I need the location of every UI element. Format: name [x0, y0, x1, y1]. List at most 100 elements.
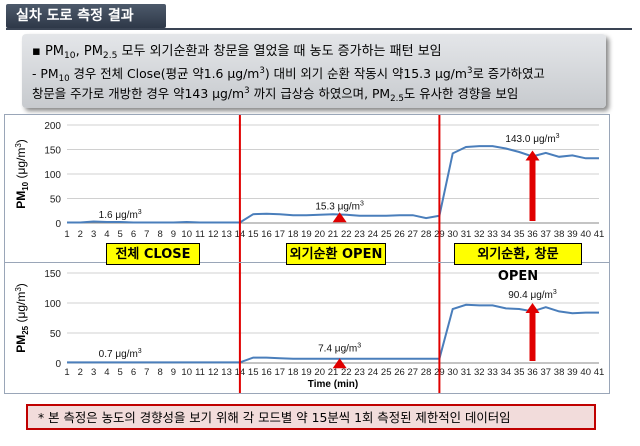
x-tick-label: 38 [554, 367, 565, 378]
x-tick-label: 37 [541, 229, 552, 240]
s3b: 까지 급상승 하였으며, PM [249, 86, 391, 101]
x-tick-label: 28 [421, 367, 432, 378]
x-tick-label: 35 [514, 229, 525, 240]
data-annotation: 15.3 μg/m3 [315, 200, 364, 212]
x-tick-label: 4 [104, 367, 109, 378]
summary-line-2: - PM10 경우 전체 Close(평균 약1.6 μg/m3) 대비 외기 … [32, 64, 545, 84]
x-tick-label: 17 [275, 367, 286, 378]
y-tick-label: 100 [44, 170, 61, 181]
series-line [67, 145, 599, 224]
x-tick-label: 7 [144, 367, 149, 378]
x-tick-label: 24 [368, 229, 379, 240]
x-tick-label: 5 [118, 229, 123, 240]
arrow-shaft [529, 312, 536, 361]
x-tick-label: 20 [314, 367, 325, 378]
x-tick-label: 5 [118, 367, 123, 378]
x-axis-label: Time (min) [308, 379, 358, 390]
x-tick-label: 41 [594, 229, 605, 240]
x-tick-label: 21 [328, 367, 339, 378]
s1b-sub: 2.5 [102, 51, 118, 61]
s3a-sup: 3 [244, 86, 250, 96]
x-tick-label: 25 [381, 367, 392, 378]
x-tick-label: 15 [248, 367, 259, 378]
x-tick-label: 10 [181, 229, 192, 240]
x-tick-label: 13 [221, 229, 232, 240]
x-tick-label: 11 [195, 367, 205, 378]
arrow-head [525, 303, 540, 313]
data-annotation: 1.6 μg/m3 [99, 209, 142, 221]
x-tick-label: 19 [301, 229, 312, 240]
s2a: - PM [32, 66, 59, 81]
s3b-sub: 2.5 [390, 94, 404, 104]
x-tick-label: 23 [354, 229, 365, 240]
pm10-plot: 0501001502001234567891011121314151617181… [14, 115, 605, 267]
x-tick-label: 7 [144, 229, 149, 240]
x-tick-label: 8 [157, 367, 162, 378]
x-tick-label: 10 [181, 367, 192, 378]
x-tick-label: 28 [421, 229, 432, 240]
x-tick-label: 21 [328, 229, 339, 240]
data-annotation: 0.7 μg/m3 [99, 348, 142, 360]
x-tick-label: 19 [301, 367, 312, 378]
x-tick-label: 25 [381, 229, 392, 240]
x-tick-label: 18 [288, 229, 299, 240]
x-tick-label: 36 [527, 367, 538, 378]
title-underline [6, 28, 632, 30]
footnote: * 본 측정은 농도의 경향성을 보기 위해 각 모드별 약 15분씩 1회 측… [26, 404, 596, 430]
x-tick-label: 39 [567, 367, 578, 378]
x-tick-label: 16 [261, 367, 272, 378]
x-tick-label: 22 [341, 229, 352, 240]
x-tick-label: 2 [78, 229, 83, 240]
x-tick-label: 33 [487, 229, 498, 240]
s1a: PM [44, 44, 65, 59]
y-tick-label: 150 [44, 269, 61, 280]
x-tick-label: 33 [487, 367, 498, 378]
x-tick-label: 36 [527, 229, 538, 240]
x-tick-label: 6 [131, 229, 136, 240]
x-tick-label: 4 [104, 229, 109, 240]
y-tick-label: 100 [44, 299, 61, 310]
x-tick-label: 3 [91, 229, 96, 240]
arrow-head [332, 358, 347, 369]
y-tick-label: 200 [44, 121, 61, 132]
x-tick-label: 37 [541, 367, 552, 378]
x-tick-label: 40 [580, 229, 591, 240]
x-tick-label: 24 [368, 367, 379, 378]
data-annotation: 7.4 μg/m3 [318, 343, 361, 355]
mode-label-close: 전체 CLOSE [106, 243, 200, 265]
x-tick-label: 9 [171, 229, 176, 240]
s1a-sub: 10 [64, 51, 76, 61]
x-tick-label: 34 [501, 367, 512, 378]
y-tick-label: 150 [44, 146, 61, 157]
s3a: 창문을 주가로 개방한 경우 약143 μg/m [32, 86, 245, 101]
x-tick-label: 32 [474, 229, 485, 240]
summary-line-3: 창문을 주가로 개방한 경우 약143 μg/m3 까지 급상승 하였으며, P… [32, 84, 518, 104]
x-tick-label: 34 [501, 229, 512, 240]
x-tick-label: 3 [91, 367, 96, 378]
page-title: 실차 도로 측정 결과 [6, 4, 166, 28]
x-tick-label: 27 [408, 367, 419, 378]
x-tick-label: 31 [461, 367, 472, 378]
data-annotation: 143.0 μg/m3 [505, 133, 559, 145]
arrow-shaft [529, 159, 536, 221]
x-tick-label: 23 [354, 367, 365, 378]
y-axis-label: PM25 (μg/m3) [14, 283, 30, 353]
x-tick-label: 15 [248, 229, 259, 240]
x-tick-label: 13 [221, 367, 232, 378]
pm10-chart: 0501001502001234567891011121314151617181… [4, 114, 610, 268]
x-tick-label: 26 [394, 367, 405, 378]
x-tick-label: 30 [447, 367, 458, 378]
bullet: ▪ [32, 44, 41, 59]
s2b-sup: 3 [259, 66, 265, 76]
y-tick-label: 0 [55, 359, 61, 370]
x-tick-label: 40 [580, 367, 591, 378]
x-tick-label: 18 [288, 367, 299, 378]
mode-label-recirc: 외기순환 OPEN [286, 243, 386, 265]
s2d: 로 증가하였고 [472, 66, 545, 81]
summary-line-1: ▪ PM10, PM2.5 모두 외기순환과 창문을 열었을 때 농도 증가하는… [32, 40, 442, 61]
x-tick-label: 1 [64, 229, 69, 240]
x-tick-label: 1 [64, 367, 69, 378]
x-tick-label: 35 [514, 367, 525, 378]
s2c: ) 대비 외기 순환 작동시 약15.3 μg/m [264, 66, 467, 81]
s2a-sub: 10 [58, 74, 70, 84]
